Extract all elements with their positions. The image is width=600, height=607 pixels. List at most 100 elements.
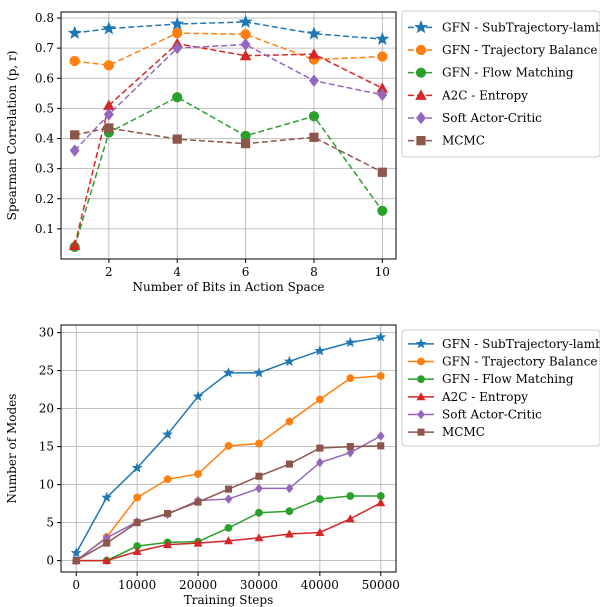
series-gfn-trajectory-balance bbox=[69, 28, 388, 71]
data-point bbox=[315, 527, 325, 536]
legend-marker bbox=[415, 338, 427, 349]
data-point bbox=[377, 88, 388, 102]
data-point bbox=[309, 132, 319, 142]
data-point bbox=[315, 395, 324, 404]
data-point bbox=[375, 31, 390, 46]
data-point bbox=[69, 144, 80, 157]
data-point bbox=[133, 519, 141, 527]
data-point bbox=[133, 493, 142, 502]
legend-label: GFN - Flow Matching bbox=[442, 66, 574, 80]
data-point bbox=[192, 390, 204, 402]
legend-item-mcmc: MCMC bbox=[408, 134, 485, 148]
data-point bbox=[315, 495, 324, 503]
data-point bbox=[104, 123, 114, 133]
data-point bbox=[172, 134, 182, 144]
data-point bbox=[308, 111, 320, 122]
data-point bbox=[253, 367, 265, 378]
data-point bbox=[283, 355, 295, 367]
series-soft-actor-critic bbox=[72, 431, 385, 566]
series-mcmc bbox=[70, 123, 387, 177]
legend-label: Soft Actor-Critic bbox=[442, 408, 542, 422]
legend-box bbox=[401, 329, 600, 447]
y-tick-label: 20 bbox=[39, 402, 54, 416]
data-point bbox=[346, 492, 355, 500]
data-point bbox=[172, 41, 183, 55]
series-gfn-subtrajectory-lambda bbox=[70, 331, 387, 558]
legend-item-a2c-entropy: A2C - Entropy bbox=[408, 88, 528, 102]
data-point bbox=[377, 167, 387, 177]
legend-marker bbox=[415, 89, 427, 100]
x-tick-label: 0 bbox=[72, 578, 80, 592]
data-point bbox=[375, 331, 387, 342]
data-point bbox=[285, 460, 293, 468]
legend-label: GFN - SubTrajectory-lambda bbox=[442, 337, 600, 351]
data-point bbox=[306, 26, 321, 40]
data-point bbox=[163, 540, 173, 549]
y-tick-label: 0.2 bbox=[35, 192, 54, 206]
data-point bbox=[285, 483, 294, 494]
series-mcmc bbox=[72, 442, 385, 565]
series-soft-actor-critic bbox=[69, 38, 388, 157]
x-tick-label: 2 bbox=[105, 265, 113, 279]
data-point bbox=[240, 139, 251, 149]
data-point bbox=[102, 556, 112, 565]
legend-marker bbox=[417, 409, 425, 420]
data-point bbox=[72, 557, 80, 565]
data-point bbox=[254, 533, 264, 542]
legend-item-gfn-subtrajectory-lambda: GFN - SubTrajectory-lambda bbox=[408, 19, 600, 34]
series-line bbox=[74, 127, 383, 173]
data-point bbox=[170, 16, 185, 30]
plot-frame bbox=[60, 324, 397, 573]
data-point bbox=[308, 74, 319, 87]
x-axis-label: Training Steps bbox=[184, 593, 274, 607]
data-point bbox=[314, 345, 326, 356]
legend-label: Soft Actor-Critic bbox=[442, 111, 542, 125]
data-point bbox=[70, 130, 80, 140]
y-tick-label: 0 bbox=[46, 554, 54, 568]
data-point bbox=[101, 21, 116, 35]
legend-marker bbox=[415, 67, 427, 78]
data-point bbox=[346, 447, 355, 458]
y-tick-label: 0.1 bbox=[35, 222, 54, 236]
data-point bbox=[224, 485, 233, 493]
legend-marker bbox=[417, 357, 425, 366]
data-point bbox=[131, 462, 143, 473]
data-point bbox=[224, 494, 233, 504]
x-tick-label: 4 bbox=[173, 265, 181, 279]
legend-label: A2C - Entropy bbox=[441, 390, 528, 404]
legend-item-gfn-flow-matching: GFN - Flow Matching bbox=[408, 372, 574, 386]
axis-ticks: 2 4 6 8 10 0.1 0.2 0.3 0.4 0.5 0.6 0.7 0.8 bbox=[35, 11, 390, 279]
y-tick-label: 25 bbox=[39, 364, 54, 378]
series-line bbox=[74, 43, 383, 152]
data-point bbox=[376, 372, 385, 380]
data-point bbox=[224, 536, 233, 545]
legend-marker bbox=[416, 136, 426, 146]
legend-label: MCMC bbox=[442, 425, 485, 439]
data-point bbox=[223, 367, 234, 378]
data-point bbox=[172, 92, 183, 103]
legend-label: GFN - Trajectory Balance bbox=[442, 355, 597, 369]
series-lines bbox=[70, 331, 387, 566]
legend-item-gfn-flow-matching: GFN - Flow Matching bbox=[408, 66, 574, 80]
data-point bbox=[193, 538, 203, 547]
data-point bbox=[316, 457, 324, 468]
y-tick-label: 0.4 bbox=[35, 132, 54, 146]
x-tick-label: 10000 bbox=[118, 578, 156, 592]
legend-label: GFN - Flow Matching bbox=[442, 372, 574, 386]
y-tick-label: 30 bbox=[39, 326, 54, 340]
data-point bbox=[172, 28, 183, 39]
x-tick-label: 40000 bbox=[301, 578, 339, 592]
data-point bbox=[376, 498, 386, 507]
legend-item-gfn-subtrajectory-lambda: GFN - SubTrajectory-lambda bbox=[408, 337, 600, 351]
data-point bbox=[240, 29, 251, 40]
series-gfn-flow-matching bbox=[69, 92, 388, 253]
y-tick-label: 5 bbox=[46, 516, 54, 530]
y-tick-label: 10 bbox=[39, 478, 54, 492]
legend-marker bbox=[416, 45, 426, 55]
legend-item-soft-actor-critic: Soft Actor-Critic bbox=[408, 111, 542, 125]
data-point bbox=[376, 431, 385, 441]
y-tick-label: 0.5 bbox=[35, 101, 54, 115]
data-point bbox=[316, 444, 324, 452]
data-point bbox=[346, 374, 355, 383]
